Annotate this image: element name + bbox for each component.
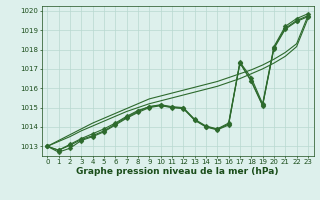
X-axis label: Graphe pression niveau de la mer (hPa): Graphe pression niveau de la mer (hPa) [76, 167, 279, 176]
